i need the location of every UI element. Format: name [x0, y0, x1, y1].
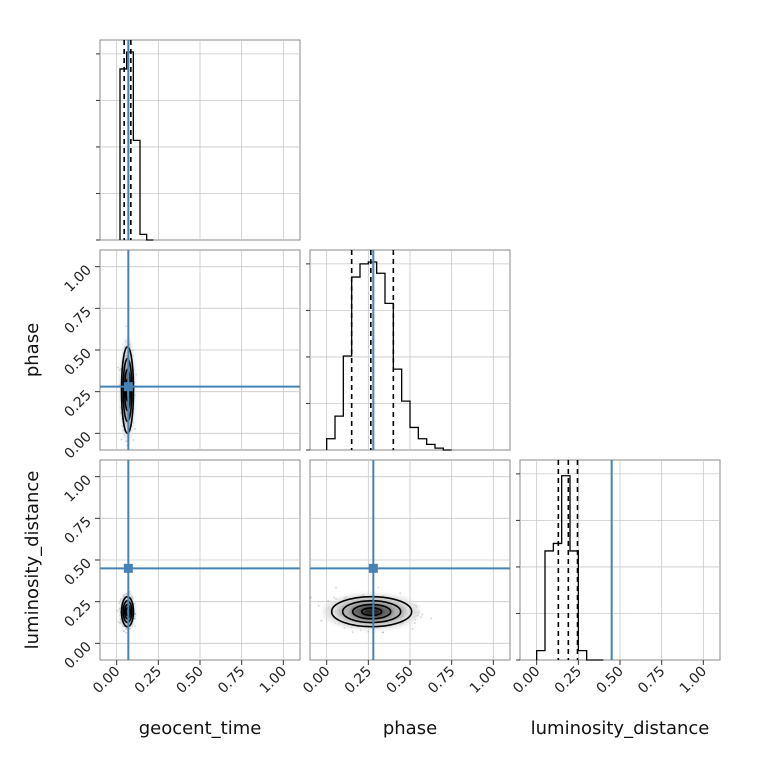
sample-point: [118, 608, 121, 610]
sample-point: [430, 617, 433, 620]
ytick-label-phase: 0.50: [61, 346, 94, 379]
sample-point: [135, 373, 137, 376]
ytick-label-luminosity-distance: 0.00: [61, 639, 94, 672]
xtick-label-luminosity-distance: 0.50: [593, 664, 626, 697]
sample-point: [116, 609, 119, 612]
joint-geocent-time-vs-phase-truth-marker: [123, 382, 133, 392]
xtick-label-geocent-time: 0.00: [90, 664, 123, 697]
xtick-label-geocent-time: 0.75: [215, 664, 248, 697]
sample-point: [117, 366, 120, 369]
hist-phase-steps: [326, 261, 452, 451]
sample-point: [119, 599, 122, 602]
xtick-label-luminosity-distance: 1.00: [677, 664, 710, 697]
sample-point: [132, 349, 134, 352]
sample-point: [377, 586, 380, 589]
sample-point: [118, 602, 121, 604]
ytick-label-phase: 0.75: [61, 304, 94, 337]
joint-phase-vs-luminosity-distance-density-4: [361, 607, 382, 616]
sample-point: [134, 625, 137, 628]
sample-point: [118, 622, 121, 625]
sample-point: [133, 421, 135, 424]
sample-point: [119, 367, 122, 370]
sample-point: [351, 631, 354, 633]
sample-point: [120, 438, 123, 441]
sample-point: [359, 629, 362, 631]
xtick-label-phase: 0.25: [342, 664, 375, 697]
sample-point: [119, 598, 122, 601]
sample-point: [419, 616, 422, 619]
sample-point: [367, 630, 369, 633]
ytick-label-phase: 0.00: [61, 429, 94, 462]
sample-point: [381, 631, 384, 634]
sample-point: [132, 597, 134, 599]
sample-point: [128, 591, 131, 593]
sample-point: [333, 596, 336, 599]
x-axis-label-geocent-time: geocent_time: [139, 718, 262, 739]
sample-point: [122, 593, 125, 596]
joint-phase-vs-luminosity-distance-contour-1: [330, 595, 413, 628]
x-axis-label-phase: phase: [383, 718, 437, 739]
xtick-label-geocent-time: 1.00: [257, 664, 290, 697]
hist-luminosity-distance-steps: [536, 475, 604, 661]
sample-point: [132, 439, 135, 441]
sample-point: [118, 369, 121, 372]
joint-geocent-time-vs-luminosity-distance-truth-marker: [123, 563, 133, 573]
sample-point: [134, 617, 136, 620]
sample-point: [119, 618, 122, 621]
sample-point: [123, 630, 125, 633]
sample-point: [421, 613, 424, 616]
ytick-label-luminosity-distance: 0.50: [61, 556, 94, 589]
joint-phase-vs-luminosity-distance-truth-marker: [368, 563, 378, 573]
sample-point: [119, 621, 122, 623]
y-axis-label-phase: phase: [22, 323, 43, 377]
sample-point: [125, 631, 128, 634]
xtick-label-phase: 1.00: [467, 664, 500, 697]
ytick-label-luminosity-distance: 0.25: [61, 597, 94, 630]
sample-point: [413, 622, 416, 624]
sample-point: [382, 631, 385, 634]
xtick-label-luminosity-distance: 0.00: [510, 664, 543, 697]
joint-phase-vs-luminosity-distance-contour-2: [341, 599, 402, 624]
xtick-label-phase: 0.50: [383, 664, 416, 697]
y-axis-label-luminosity-distance: luminosity_distance: [22, 471, 43, 650]
joint-phase-vs-luminosity-distance-contour-4: [360, 607, 383, 617]
sample-point: [125, 325, 128, 328]
sample-point: [411, 627, 414, 630]
xtick-label-geocent-time: 0.25: [132, 664, 165, 697]
xtick-label-geocent-time: 0.50: [173, 664, 206, 697]
sample-point: [117, 620, 120, 623]
xtick-label-luminosity-distance: 0.25: [552, 664, 585, 697]
ytick-label-luminosity-distance: 1.00: [61, 472, 94, 505]
sample-point: [309, 596, 312, 599]
sample-point: [122, 629, 125, 632]
sample-point: [343, 626, 346, 629]
sample-point: [133, 602, 136, 605]
xtick-label-phase: 0.75: [425, 664, 458, 697]
ytick-label-luminosity-distance: 0.75: [61, 514, 94, 547]
joint-phase-vs-luminosity-distance-contour-3: [351, 603, 392, 620]
x-axis-label-luminosity-distance: luminosity_distance: [531, 718, 710, 739]
sample-point: [133, 427, 136, 430]
sample-point: [317, 604, 320, 607]
sample-point: [134, 612, 137, 615]
xtick-label-phase: 0.00: [300, 664, 333, 697]
xtick-label-luminosity-distance: 0.75: [635, 664, 668, 697]
sample-point: [327, 600, 329, 603]
sample-point: [399, 592, 402, 595]
ytick-label-phase: 0.25: [61, 387, 94, 420]
sample-point: [134, 613, 137, 616]
sample-point: [129, 593, 132, 596]
sample-point: [335, 586, 337, 589]
sample-point: [320, 619, 323, 622]
ytick-label-phase: 1.00: [61, 262, 94, 295]
